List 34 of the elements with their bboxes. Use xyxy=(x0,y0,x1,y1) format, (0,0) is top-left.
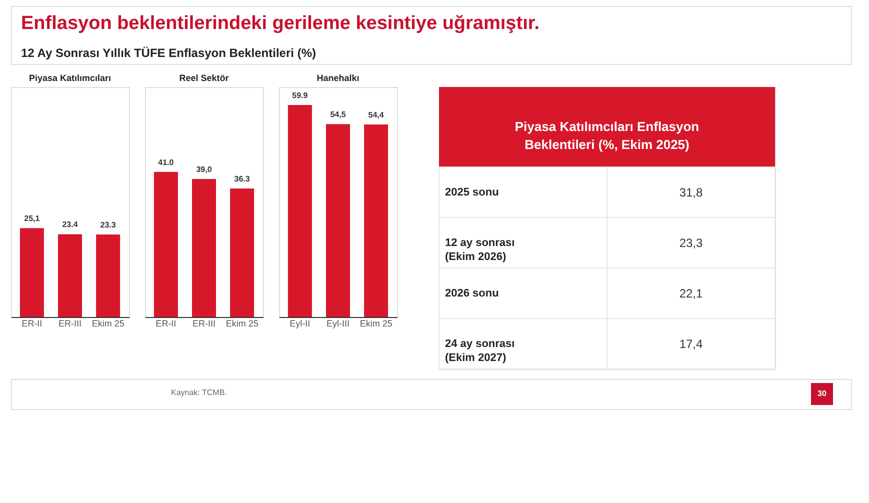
x-tick-label: Eyl-II xyxy=(290,318,310,328)
x-tick-label: Ekim 25 xyxy=(360,318,392,328)
text: 22,1 xyxy=(679,286,703,300)
x-tick-label: Eyl-III xyxy=(326,318,350,328)
text: 2026 sonu xyxy=(445,287,499,300)
text: 30 xyxy=(818,389,827,398)
data-label: 36.3 xyxy=(234,174,250,184)
text: Piyasa Katılımcıları Enflasyon Beklentileri (%, Ekim 2025) xyxy=(514,119,700,152)
data-label: 54,4 xyxy=(368,110,384,120)
text: 24 ay sonrası (Ekim 2027) xyxy=(445,338,515,364)
data-label: 23.3 xyxy=(100,220,116,230)
data-label: 41.0 xyxy=(158,158,174,167)
text: Kaynak: TCMB. xyxy=(171,388,227,397)
text: 31,8 xyxy=(679,185,703,200)
text: 17,4 xyxy=(679,336,703,351)
text: 2025 sonu xyxy=(445,186,499,198)
data-label: 54,5 xyxy=(330,110,346,120)
x-tick-label: ER-II xyxy=(22,318,42,328)
text: 23,3 xyxy=(679,236,703,250)
x-tick-label: ER-III xyxy=(192,318,216,328)
text: 12 ay sonrası (Ekim 2026) xyxy=(445,236,515,263)
chart-title: Piyasa Katılımcıları xyxy=(28,73,112,83)
chart-title: Hanehalkı xyxy=(316,73,360,83)
x-tick-label: ER-III xyxy=(58,318,82,328)
x-tick-label: ER-II xyxy=(156,318,176,328)
x-tick-label: Ekim 25 xyxy=(226,318,258,328)
text: 12 Ay Sonrası Yıllık TÜFE Enflasyon Beklentileri (%) xyxy=(21,46,316,60)
data-label: 23.4 xyxy=(62,220,78,230)
text: Enflasyon beklentilerindeki gerileme kesintiye uğramıştır. xyxy=(21,13,540,34)
chart-title: Reel Sektör xyxy=(179,73,230,83)
data-label: 59.9 xyxy=(292,91,308,100)
data-label: 25,1 xyxy=(24,214,40,224)
data-label: 39,0 xyxy=(196,165,212,174)
x-tick-label: Ekim 25 xyxy=(92,318,124,328)
